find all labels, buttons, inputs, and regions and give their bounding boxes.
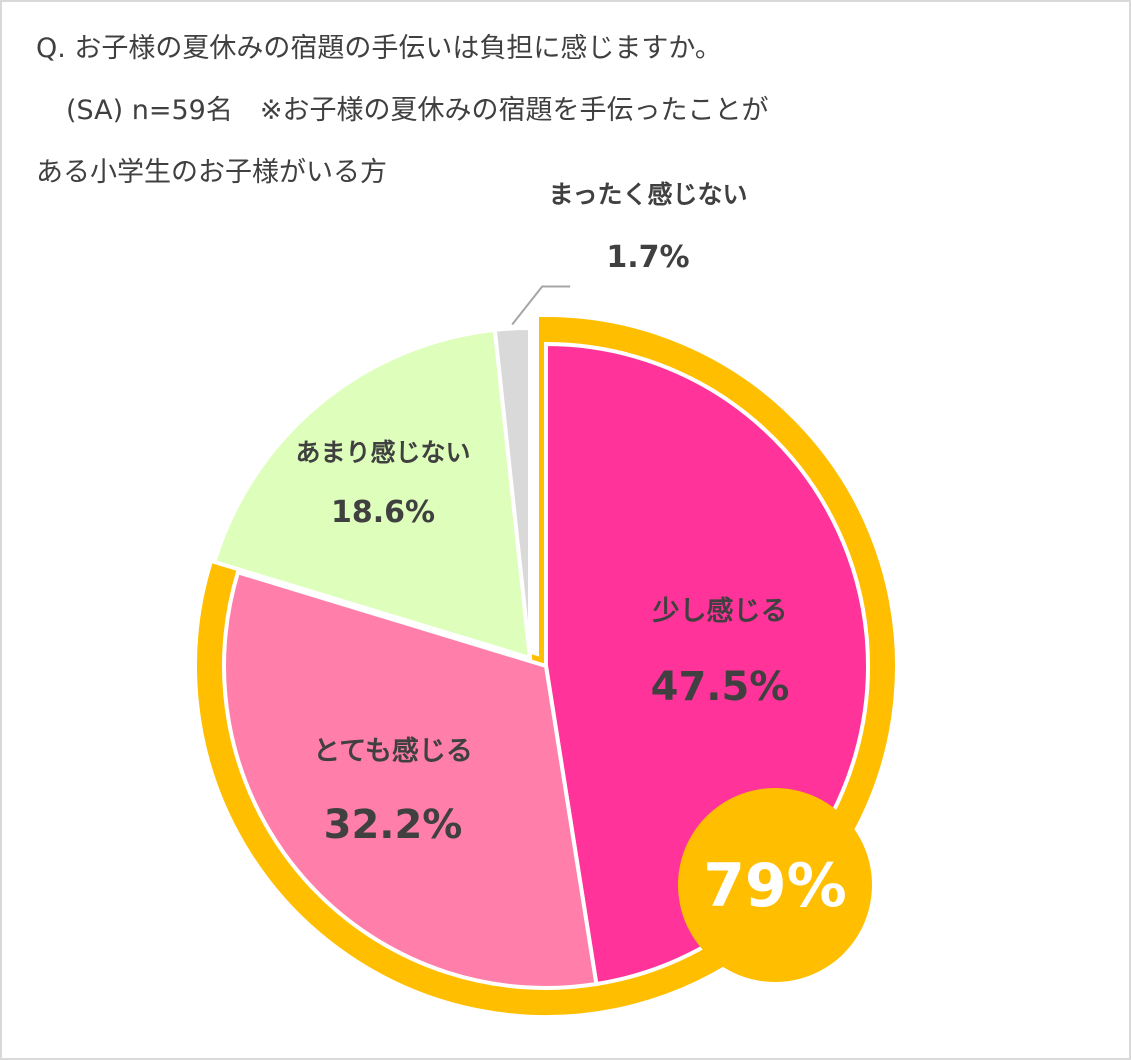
label-totemo: とても感じる: [313, 735, 473, 767]
label-amari: あまり感じない: [295, 438, 470, 467]
label-mattaku: まったく感じない: [548, 180, 747, 209]
label-sukoshi: 少し感じる: [653, 595, 788, 627]
pie-slice-3: [492, 325, 532, 659]
value-totemo: 32.2%: [324, 802, 463, 848]
question-line-3: ある小学生のお子様がいる方: [36, 157, 387, 188]
leader-line-elbow: [511, 285, 571, 326]
pie-slice-2: [211, 327, 533, 661]
pie-slice-1: [222, 569, 599, 990]
value-mattaku: 1.7%: [606, 240, 689, 275]
question-line-2: (SA) n=59名 ※お子様の夏休みの宿題を手伝ったことが: [66, 95, 769, 126]
highlight-badge-value: 79%: [703, 851, 847, 921]
question-text: Q. お子様の夏休みの宿題の手伝いは負担に感じますか。 (SA) n=59名 ※…: [36, 18, 936, 204]
pie-slices: [211, 325, 870, 990]
value-sukoshi: 47.5%: [651, 664, 790, 710]
value-amari: 18.6%: [331, 495, 435, 530]
question-line-1: Q. お子様の夏休みの宿題の手伝いは負担に感じますか。: [36, 33, 722, 64]
highlight-badge: [678, 788, 872, 982]
